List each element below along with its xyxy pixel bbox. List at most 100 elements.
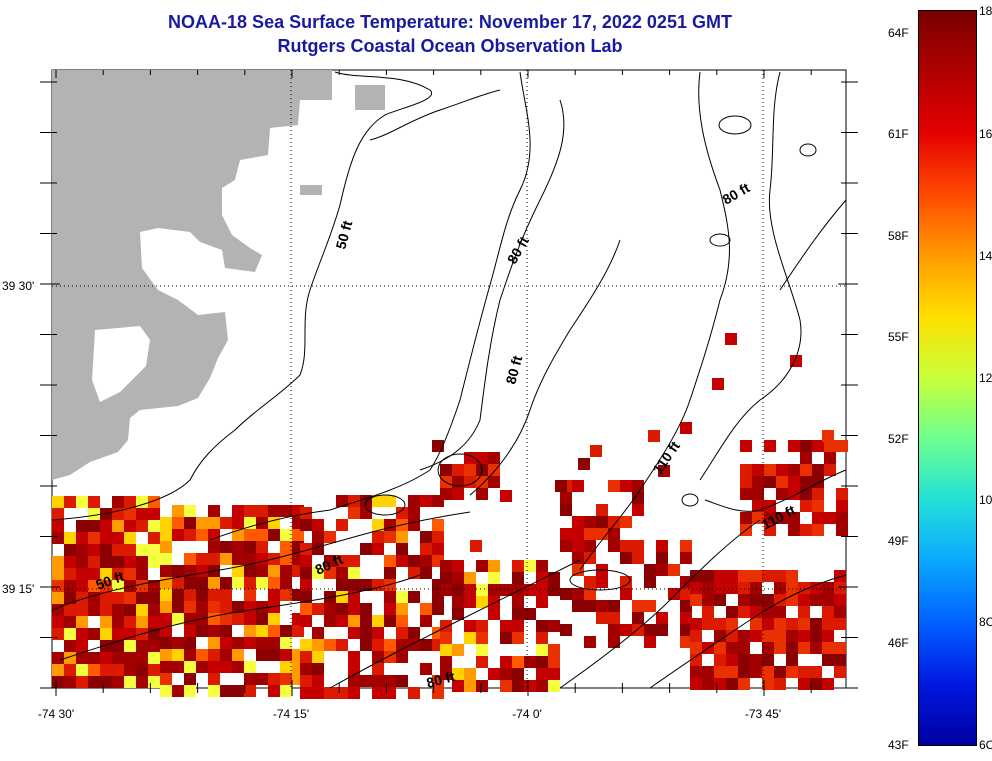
sst-pixel [680, 576, 692, 588]
sst-pixel [420, 543, 432, 555]
sst-pixel [788, 488, 800, 500]
sst-pixel [714, 654, 726, 666]
sst-pixel [300, 615, 312, 627]
sst-pixel [452, 584, 464, 596]
sst-pixel [608, 516, 620, 528]
sst-pixel [268, 601, 280, 613]
sst-pixel [76, 532, 88, 544]
colorbar-label-f: 43F [888, 738, 909, 752]
sst-pixel [208, 685, 220, 697]
sst-pixel [752, 488, 764, 500]
sst-pixel [750, 618, 762, 630]
sst-pixel [348, 555, 360, 567]
sst-pixel [124, 604, 136, 616]
sst-pixel [76, 580, 88, 592]
sst-pixel [822, 642, 834, 654]
sst-pixel [196, 565, 208, 577]
sst-pixel [644, 564, 656, 576]
contour-line [51, 71, 433, 521]
sst-pixel [148, 592, 160, 604]
sst-pixel [536, 644, 548, 656]
sst-pixel [440, 656, 452, 668]
sst-pixel [690, 666, 702, 678]
sst-pixel [312, 651, 324, 663]
sst-pixel [112, 640, 124, 652]
sst-pixel [800, 452, 812, 464]
sst-pixel [312, 567, 324, 579]
sst-pixel [420, 663, 432, 675]
sst-pixel [800, 464, 812, 476]
sst-pixel [208, 577, 220, 589]
sst-pixel [644, 600, 656, 612]
sst-pixel [440, 620, 452, 632]
sst-pixel [750, 606, 762, 618]
sst-pixel [786, 630, 798, 642]
sst-pixel [420, 603, 432, 615]
sst-pixel [208, 649, 220, 661]
sst-pixel [648, 430, 660, 442]
sst-pixel [360, 579, 372, 591]
sst-pixel [232, 553, 244, 565]
sst-pixel [76, 520, 88, 532]
sst-pixel [750, 654, 762, 666]
sst-pixel [560, 588, 572, 600]
sst-pixel [256, 529, 268, 541]
sst-pixel [64, 568, 76, 580]
sst-pixel [822, 430, 834, 442]
sst-pixel [740, 464, 752, 476]
sst-pixel [184, 517, 196, 529]
sst-pixel [136, 652, 148, 664]
sst-pixel [690, 630, 702, 642]
sst-pixel [244, 553, 256, 565]
sst-pixel [88, 508, 100, 520]
graticule [52, 70, 846, 688]
sst-pixel [738, 654, 750, 666]
sst-pixel [336, 591, 348, 603]
sst-pixel [64, 556, 76, 568]
sst-pixel [172, 529, 184, 541]
sst-pixel [762, 618, 774, 630]
sst-pixel [112, 544, 124, 556]
sst-pixel [100, 640, 112, 652]
sst-pixel [714, 666, 726, 678]
sst-pixel [148, 496, 160, 508]
sst-pixel [476, 656, 488, 668]
sst-pixel [360, 615, 372, 627]
sst-pixel [656, 552, 668, 564]
sst-pixel [100, 556, 112, 568]
sst-pixel [336, 603, 348, 615]
sst-pixel [100, 568, 112, 580]
sst-pixel [172, 637, 184, 649]
sst-pixel [584, 576, 596, 588]
sst-pixel [788, 524, 800, 536]
sst-pixel [208, 553, 220, 565]
sst-pixel [812, 500, 824, 512]
sst-pixel [822, 678, 834, 690]
sst-pixel [834, 570, 846, 582]
sst-pixel [312, 627, 324, 639]
sst-pixel [112, 520, 124, 532]
sst-pixel [160, 565, 172, 577]
sst-pixel [384, 615, 396, 627]
sst-pixel [184, 577, 196, 589]
sst-pixel [300, 663, 312, 675]
sst-pixel [572, 480, 584, 492]
sst-pixel [172, 649, 184, 661]
sst-pixel [408, 507, 420, 519]
sst-pixel [810, 678, 822, 690]
sst-pixel [512, 656, 524, 668]
sst-pixel [160, 529, 172, 541]
sst-pixel [810, 618, 822, 630]
colorbar-label-f: 64F [888, 26, 909, 40]
sst-pixel [280, 577, 292, 589]
sst-pixel [536, 572, 548, 584]
sst-pixel [774, 630, 786, 642]
sst-pixel [88, 532, 100, 544]
sst-pixel [420, 615, 432, 627]
sst-pixel [220, 625, 232, 637]
sst-pixel [112, 568, 124, 580]
sst-pixel [232, 577, 244, 589]
sst-pixel [136, 496, 148, 508]
sst-pixel [256, 553, 268, 565]
